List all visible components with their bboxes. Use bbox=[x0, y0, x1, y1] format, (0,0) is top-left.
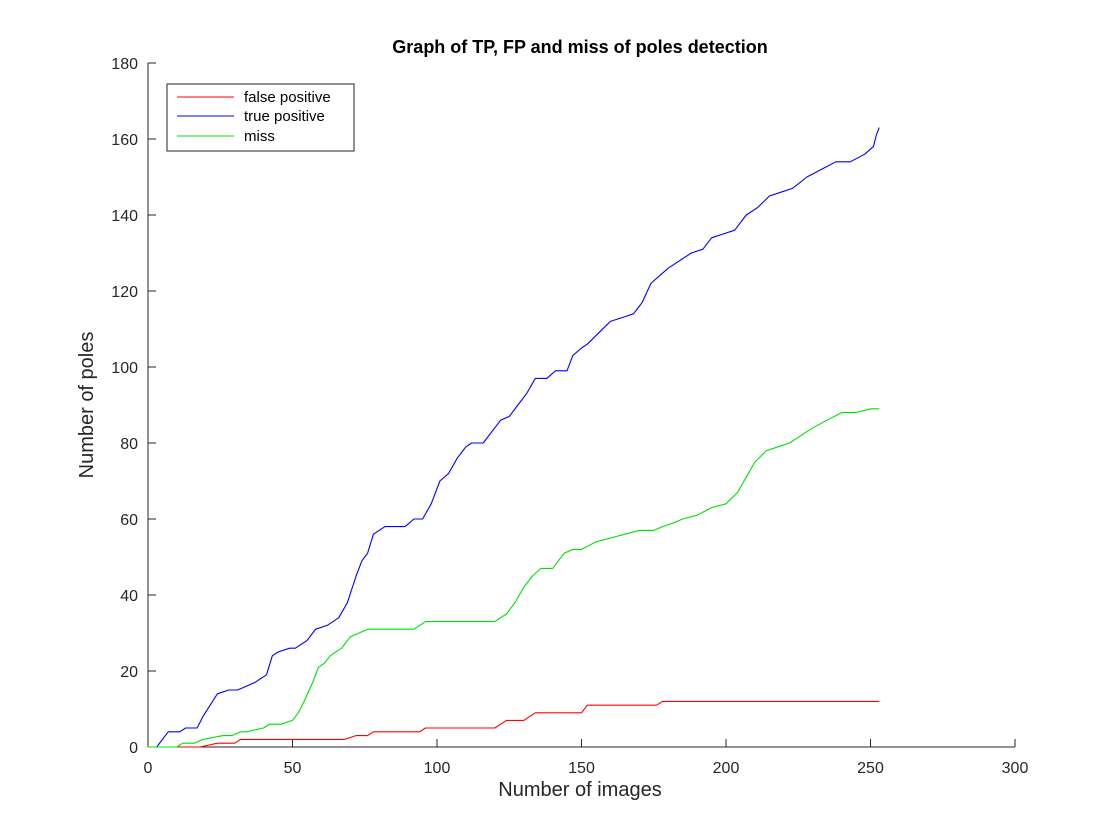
x-tick-label: 200 bbox=[713, 760, 740, 777]
y-tick-label: 40 bbox=[120, 588, 138, 605]
y-tick-label: 20 bbox=[120, 664, 138, 681]
series-line-miss bbox=[148, 408, 880, 748]
legend-label-false-positive: false positive bbox=[244, 89, 331, 106]
x-tick-label: 300 bbox=[1002, 760, 1029, 777]
y-tick-label: 140 bbox=[111, 208, 138, 225]
series-line-true-positive bbox=[148, 127, 880, 748]
y-tick-label: 120 bbox=[111, 284, 138, 301]
x-tick-label: 100 bbox=[424, 760, 451, 777]
y-tick-label: 60 bbox=[120, 512, 138, 529]
x-tick-label: 50 bbox=[284, 760, 302, 777]
y-tick-label: 0 bbox=[129, 740, 138, 757]
chart-title: Graph of TP, FP and miss of poles detect… bbox=[392, 37, 767, 57]
legend-label-true-positive: true positive bbox=[244, 108, 325, 125]
plot-area: 0 50 100 150 200 250 300 0 20 40 60 80 100 120 140 160… bbox=[111, 56, 1028, 777]
x-tick-label: 150 bbox=[568, 760, 595, 777]
legend-box bbox=[166, 83, 355, 152]
y-axis-label: Number of poles bbox=[76, 332, 98, 479]
x-ticks: 0 50 100 150 200 250 300 bbox=[144, 739, 1029, 777]
x-tick-label: 0 bbox=[144, 760, 153, 777]
y-tick-label: 180 bbox=[111, 56, 138, 73]
legend: false positive true positive miss bbox=[166, 83, 355, 152]
series-lines bbox=[148, 127, 880, 748]
legend-label-miss: miss bbox=[244, 128, 275, 145]
series-line-false-positive bbox=[148, 700, 880, 748]
y-tick-label: 100 bbox=[111, 360, 138, 377]
y-tick-label: 160 bbox=[111, 132, 138, 149]
y-ticks: 0 20 40 60 80 100 120 140 160 180 bbox=[111, 56, 156, 757]
y-tick-label: 80 bbox=[120, 436, 138, 453]
x-tick-label: 250 bbox=[857, 760, 884, 777]
x-axis-label: Number of images bbox=[498, 779, 661, 801]
